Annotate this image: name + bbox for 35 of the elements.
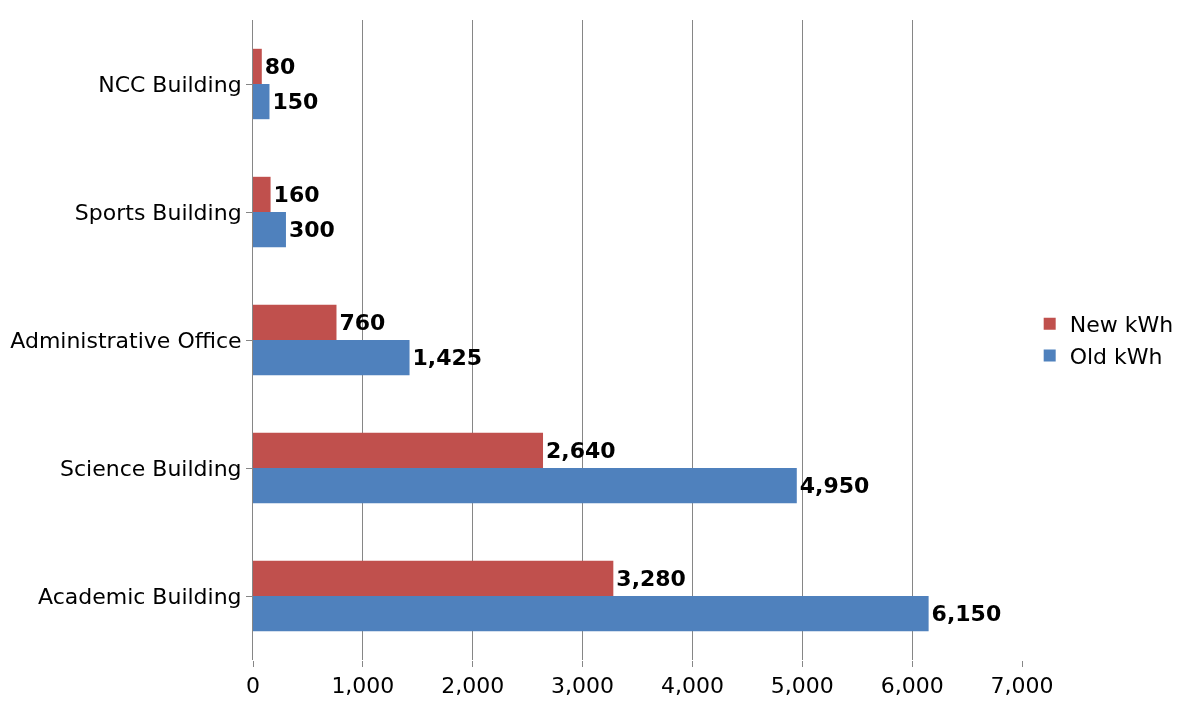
data-label: 80 <box>264 53 296 79</box>
y-tick-label: Sports Building <box>74 199 242 225</box>
y-tick-label: NCC Building <box>98 71 242 97</box>
bar <box>253 596 929 632</box>
legend-label: New kWh <box>1069 312 1174 338</box>
bar <box>253 212 286 248</box>
x-tick-label: 4,000 <box>660 673 724 699</box>
bar <box>253 48 262 84</box>
bar <box>253 432 544 468</box>
y-tick-label: Science Building <box>60 455 242 481</box>
x-tick-label: 3,000 <box>551 673 615 699</box>
bar <box>253 340 410 376</box>
x-tick-label: 0 <box>246 673 260 699</box>
bar <box>253 304 337 340</box>
data-label: 6,150 <box>931 601 1002 627</box>
data-label: 150 <box>272 89 319 115</box>
data-label: 1,425 <box>412 345 483 371</box>
data-label: 300 <box>288 217 335 243</box>
x-tick-label: 5,000 <box>770 673 834 699</box>
x-tick-label: 6,000 <box>880 673 944 699</box>
x-tick-label: 7,000 <box>990 673 1054 699</box>
y-tick-label: Academic Building <box>37 583 242 609</box>
data-label: 760 <box>339 309 386 335</box>
data-label: 4,950 <box>799 473 870 499</box>
bar <box>253 560 614 596</box>
bar <box>253 468 797 504</box>
bar <box>253 84 270 120</box>
data-label: 2,640 <box>546 437 616 463</box>
y-tick-label: Administrative Office <box>10 327 242 353</box>
data-label: 160 <box>273 181 320 207</box>
legend-label: Old kWh <box>1069 343 1163 369</box>
x-tick-label: 1,000 <box>331 673 395 699</box>
data-label: 3,280 <box>616 565 686 591</box>
x-tick-label: 2,000 <box>441 673 505 699</box>
bar <box>253 176 271 212</box>
